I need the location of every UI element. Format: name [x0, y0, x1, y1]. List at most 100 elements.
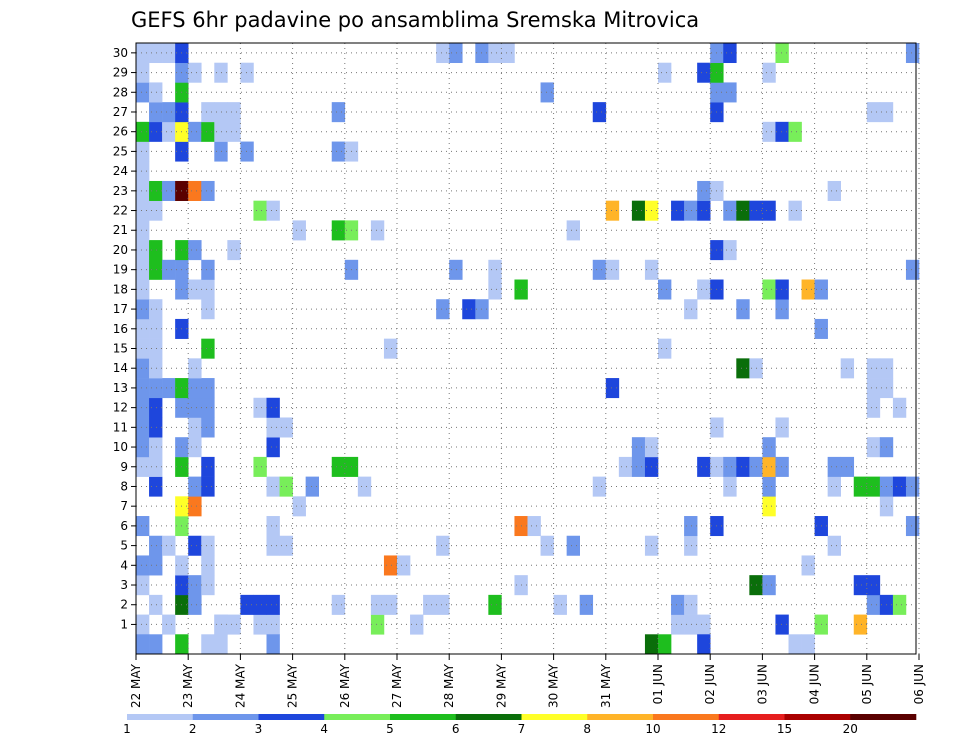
heatmap-cell [136, 240, 150, 261]
colorbar-swatch [127, 714, 194, 720]
heatmap-cell [188, 535, 202, 556]
heatmap-cell [383, 594, 398, 615]
heatmap-cell [488, 43, 502, 64]
heatmap-cell [684, 535, 698, 556]
heatmap-cell [788, 200, 802, 221]
y-tick-label: 25 [113, 144, 128, 158]
colorbar-swatch [258, 714, 325, 720]
heatmap-cell [671, 200, 685, 221]
heatmap-cell [697, 456, 711, 477]
heatmap-cell [201, 535, 215, 556]
heatmap-cell [866, 358, 881, 379]
heatmap-cell [149, 318, 163, 339]
colorbar-label: 20 [843, 722, 858, 736]
heatmap-cell [840, 456, 855, 477]
heatmap-cell [866, 476, 881, 497]
heatmap-cell [136, 62, 150, 83]
heatmap-cell [866, 378, 881, 399]
x-tick-label: 25 MAY [286, 663, 300, 708]
heatmap-cell [658, 634, 672, 655]
y-tick-label: 22 [113, 204, 128, 218]
heatmap-cell [488, 259, 502, 280]
heatmap-cell [227, 121, 241, 142]
heatmap-cell [853, 575, 868, 596]
heatmap-cell [292, 220, 306, 241]
heatmap-cell [527, 516, 541, 537]
heatmap-cell [827, 456, 841, 477]
heatmap-cell [684, 614, 698, 635]
colorbar-swatch [324, 714, 391, 720]
heatmap-cell [201, 397, 215, 418]
heatmap-cell [266, 634, 280, 655]
heatmap-cell [149, 456, 163, 477]
heatmap-cell [762, 62, 776, 83]
heatmap-cell [723, 476, 737, 497]
x-tick-label: 05 JUN [860, 664, 874, 704]
y-tick-label: 20 [113, 243, 128, 257]
heatmap-cell [370, 614, 385, 635]
colorbar-swatch [653, 714, 720, 720]
y-tick-label: 13 [113, 381, 128, 395]
heatmap-cell [188, 121, 202, 142]
colorbar-swatch [718, 714, 785, 720]
heatmap-cell [253, 614, 267, 635]
heatmap-cell [188, 240, 202, 261]
heatmap-cell [631, 437, 646, 458]
heatmap-cell [775, 279, 789, 300]
heatmap-cell [162, 43, 176, 64]
heatmap-cell [175, 634, 189, 655]
heatmap-cell [149, 200, 163, 221]
heatmap-cell [697, 614, 711, 635]
heatmap-cell [449, 43, 463, 64]
heatmap-cell [149, 121, 163, 142]
heatmap-cell [658, 338, 672, 359]
x-tick-label: 28 MAY [442, 663, 456, 708]
heatmap-cell [201, 417, 215, 438]
heatmap-cell [136, 516, 150, 537]
heatmap-cell [697, 62, 711, 83]
x-axis: 22 MAY 23 MAY 24 MAY 25 MAY 26 MAY 27 MAY 28 M… [129, 654, 926, 708]
heatmap-cell [592, 476, 607, 497]
heatmap-cell [436, 299, 450, 320]
heatmap-cell [723, 456, 737, 477]
heatmap-cell [136, 437, 150, 458]
x-tick-label: 04 JUN [808, 664, 822, 704]
heatmap-cell [736, 200, 750, 221]
heatmap-cell [201, 121, 215, 142]
heatmap-cell [566, 535, 580, 556]
y-tick-label: 9 [120, 460, 128, 474]
heatmap-cell [723, 200, 737, 221]
y-tick-label: 30 [113, 46, 128, 60]
heatmap-cell [723, 82, 737, 103]
y-tick-label: 11 [113, 420, 128, 434]
heatmap-cell [149, 259, 163, 280]
heatmap-cell [853, 476, 868, 497]
heatmap-cell [188, 496, 202, 517]
heatmap-cell [592, 259, 607, 280]
heatmap-cell [188, 476, 202, 497]
y-tick-label: 1 [120, 617, 128, 631]
heatmap-cell [162, 102, 176, 123]
colorbar-label: 5 [386, 722, 394, 736]
heatmap-cell [618, 456, 633, 477]
heatmap-cell [866, 594, 881, 615]
heatmap-cell [892, 476, 907, 497]
heatmap-cell [684, 594, 698, 615]
heatmap-cell [136, 456, 150, 477]
x-tick-label: 01 JUN [651, 664, 665, 704]
heatmap-cell [331, 220, 346, 241]
heatmap-cell [162, 378, 176, 399]
colorbar-label: 4 [320, 722, 328, 736]
heatmap-cell [253, 594, 267, 615]
heatmap-cell [331, 102, 346, 123]
y-tick-label: 27 [113, 105, 128, 119]
y-axis: 1234567891011121314151617181920212223242… [113, 46, 136, 631]
heatmap-cell [188, 62, 202, 83]
heatmap-cell [605, 378, 620, 399]
heatmap-cell [827, 476, 841, 497]
colorbar-label: 10 [645, 722, 660, 736]
heatmap-cell [762, 575, 776, 596]
heatmap-cell [697, 279, 711, 300]
heatmap-cell [292, 496, 306, 517]
